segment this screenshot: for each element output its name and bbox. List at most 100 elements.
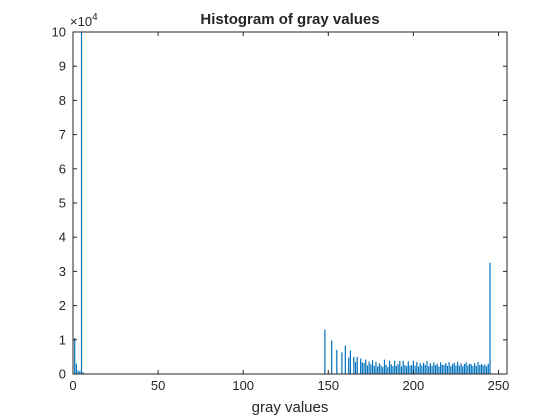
histogram-bar xyxy=(440,362,442,374)
histogram-bar xyxy=(400,366,403,374)
histogram-bar xyxy=(448,362,450,374)
histogram-bar xyxy=(380,365,382,374)
histogram-bar xyxy=(470,364,472,374)
y-tick-label: 7 xyxy=(59,127,66,142)
y-tick-label: 8 xyxy=(59,93,66,108)
histogram-bar xyxy=(433,362,435,374)
histogram-bar xyxy=(485,366,488,374)
histogram-bar xyxy=(77,370,79,374)
histogram-bar xyxy=(443,365,445,374)
histogram-bar xyxy=(385,364,387,374)
histogram-bar xyxy=(438,366,440,374)
axis-ticks: 0 50 100 150 200 250 0 1 2 3 4 5 6 7 8 9 10 xyxy=(52,25,510,394)
histogram-bar xyxy=(462,366,464,374)
x-tick-label: 250 xyxy=(488,378,510,393)
histogram-bar xyxy=(472,366,474,374)
axes-background xyxy=(73,32,507,374)
histogram-bar xyxy=(419,363,421,374)
plot-area: 0 50 100 150 200 250 0 1 2 3 4 5 6 7 8 9 10 Histogram of… xyxy=(52,11,510,416)
chart-title: Histogram of gray values xyxy=(200,11,379,28)
histogram-bar xyxy=(383,359,386,374)
histogram-bar xyxy=(423,362,425,374)
histogram-bar xyxy=(441,364,443,374)
y-tick-label: 6 xyxy=(59,161,66,176)
histogram-bar xyxy=(371,360,374,374)
histogram-bar xyxy=(361,362,363,374)
histogram-bar xyxy=(467,365,469,374)
histogram-bar xyxy=(382,367,384,374)
histogram-bar xyxy=(74,338,76,374)
histogram-bar xyxy=(450,366,452,374)
histogram-bar xyxy=(79,371,81,374)
histogram-bar xyxy=(348,357,350,374)
histogram-bar xyxy=(368,361,370,374)
histogram-bar xyxy=(394,360,396,374)
histogram-bar xyxy=(75,363,77,374)
histogram-bar xyxy=(457,361,459,374)
histogram-bar xyxy=(416,362,418,374)
histogram-bar xyxy=(463,364,466,374)
histogram-bar xyxy=(404,365,406,374)
histogram-bar xyxy=(373,365,375,374)
y-tick-label: 0 xyxy=(59,367,66,382)
histogram-bars xyxy=(74,32,491,374)
histogram-bar xyxy=(353,356,355,374)
y-tick-label: 4 xyxy=(59,230,66,245)
histogram-bar xyxy=(365,359,367,374)
histogram-bar xyxy=(479,365,481,374)
x-tick-label: 100 xyxy=(232,378,254,393)
y-tick-label: 2 xyxy=(59,298,66,313)
y-tick-label: 3 xyxy=(59,264,66,279)
histogram-bar xyxy=(458,365,460,374)
histogram-bar xyxy=(402,360,404,374)
histogram-bar xyxy=(409,365,411,374)
y-axis-exponent: ×104 xyxy=(70,12,98,29)
histogram-bar xyxy=(392,366,394,374)
x-tick-label: 150 xyxy=(317,378,339,393)
histogram-bar xyxy=(484,364,486,374)
histogram-bar xyxy=(378,363,380,374)
histogram-bar xyxy=(431,365,433,374)
histogram-bar xyxy=(414,365,416,374)
histogram-bar xyxy=(465,362,467,374)
histogram-bar xyxy=(82,372,84,374)
histogram-bar xyxy=(375,362,377,374)
histogram-bar xyxy=(395,365,397,374)
x-tick-label: 50 xyxy=(151,378,165,393)
histogram-bar xyxy=(336,350,338,374)
histogram-bar xyxy=(482,365,484,374)
histogram-bar xyxy=(489,262,491,374)
y-tick-label: 10 xyxy=(52,25,66,40)
histogram-bar xyxy=(363,363,365,374)
histogram-bar xyxy=(349,350,352,374)
histogram-bar xyxy=(405,366,408,374)
histogram-bar xyxy=(475,365,477,374)
histogram-bar xyxy=(434,365,437,374)
histogram-bar xyxy=(436,363,438,374)
histogram-bar xyxy=(445,363,447,374)
y-tick-label: 5 xyxy=(59,196,66,211)
histogram-bar xyxy=(426,361,428,374)
histogram-bar xyxy=(80,32,83,374)
histogram-bar xyxy=(417,366,420,374)
histogram-bar xyxy=(455,365,457,374)
x-axis-label: gray values xyxy=(252,399,329,416)
histogram-bar xyxy=(399,361,401,374)
histogram-bar xyxy=(366,365,369,374)
histogram-bar xyxy=(360,358,362,374)
histogram-bar xyxy=(387,367,389,374)
histogram-bar xyxy=(412,360,414,374)
y-axis-exponent-base: ×10 xyxy=(70,14,92,29)
histogram-bar xyxy=(324,329,326,374)
histogram-bar xyxy=(331,340,333,374)
histogram-bar xyxy=(451,364,454,374)
histogram-bar xyxy=(460,363,462,374)
histogram-bar xyxy=(421,365,423,374)
x-tick-label: 0 xyxy=(69,378,76,393)
histogram-bar xyxy=(354,362,357,374)
histogram-bar xyxy=(397,364,399,374)
histogram-bar xyxy=(474,363,476,374)
histogram-bar xyxy=(424,365,426,374)
histogram-bar xyxy=(477,362,479,374)
